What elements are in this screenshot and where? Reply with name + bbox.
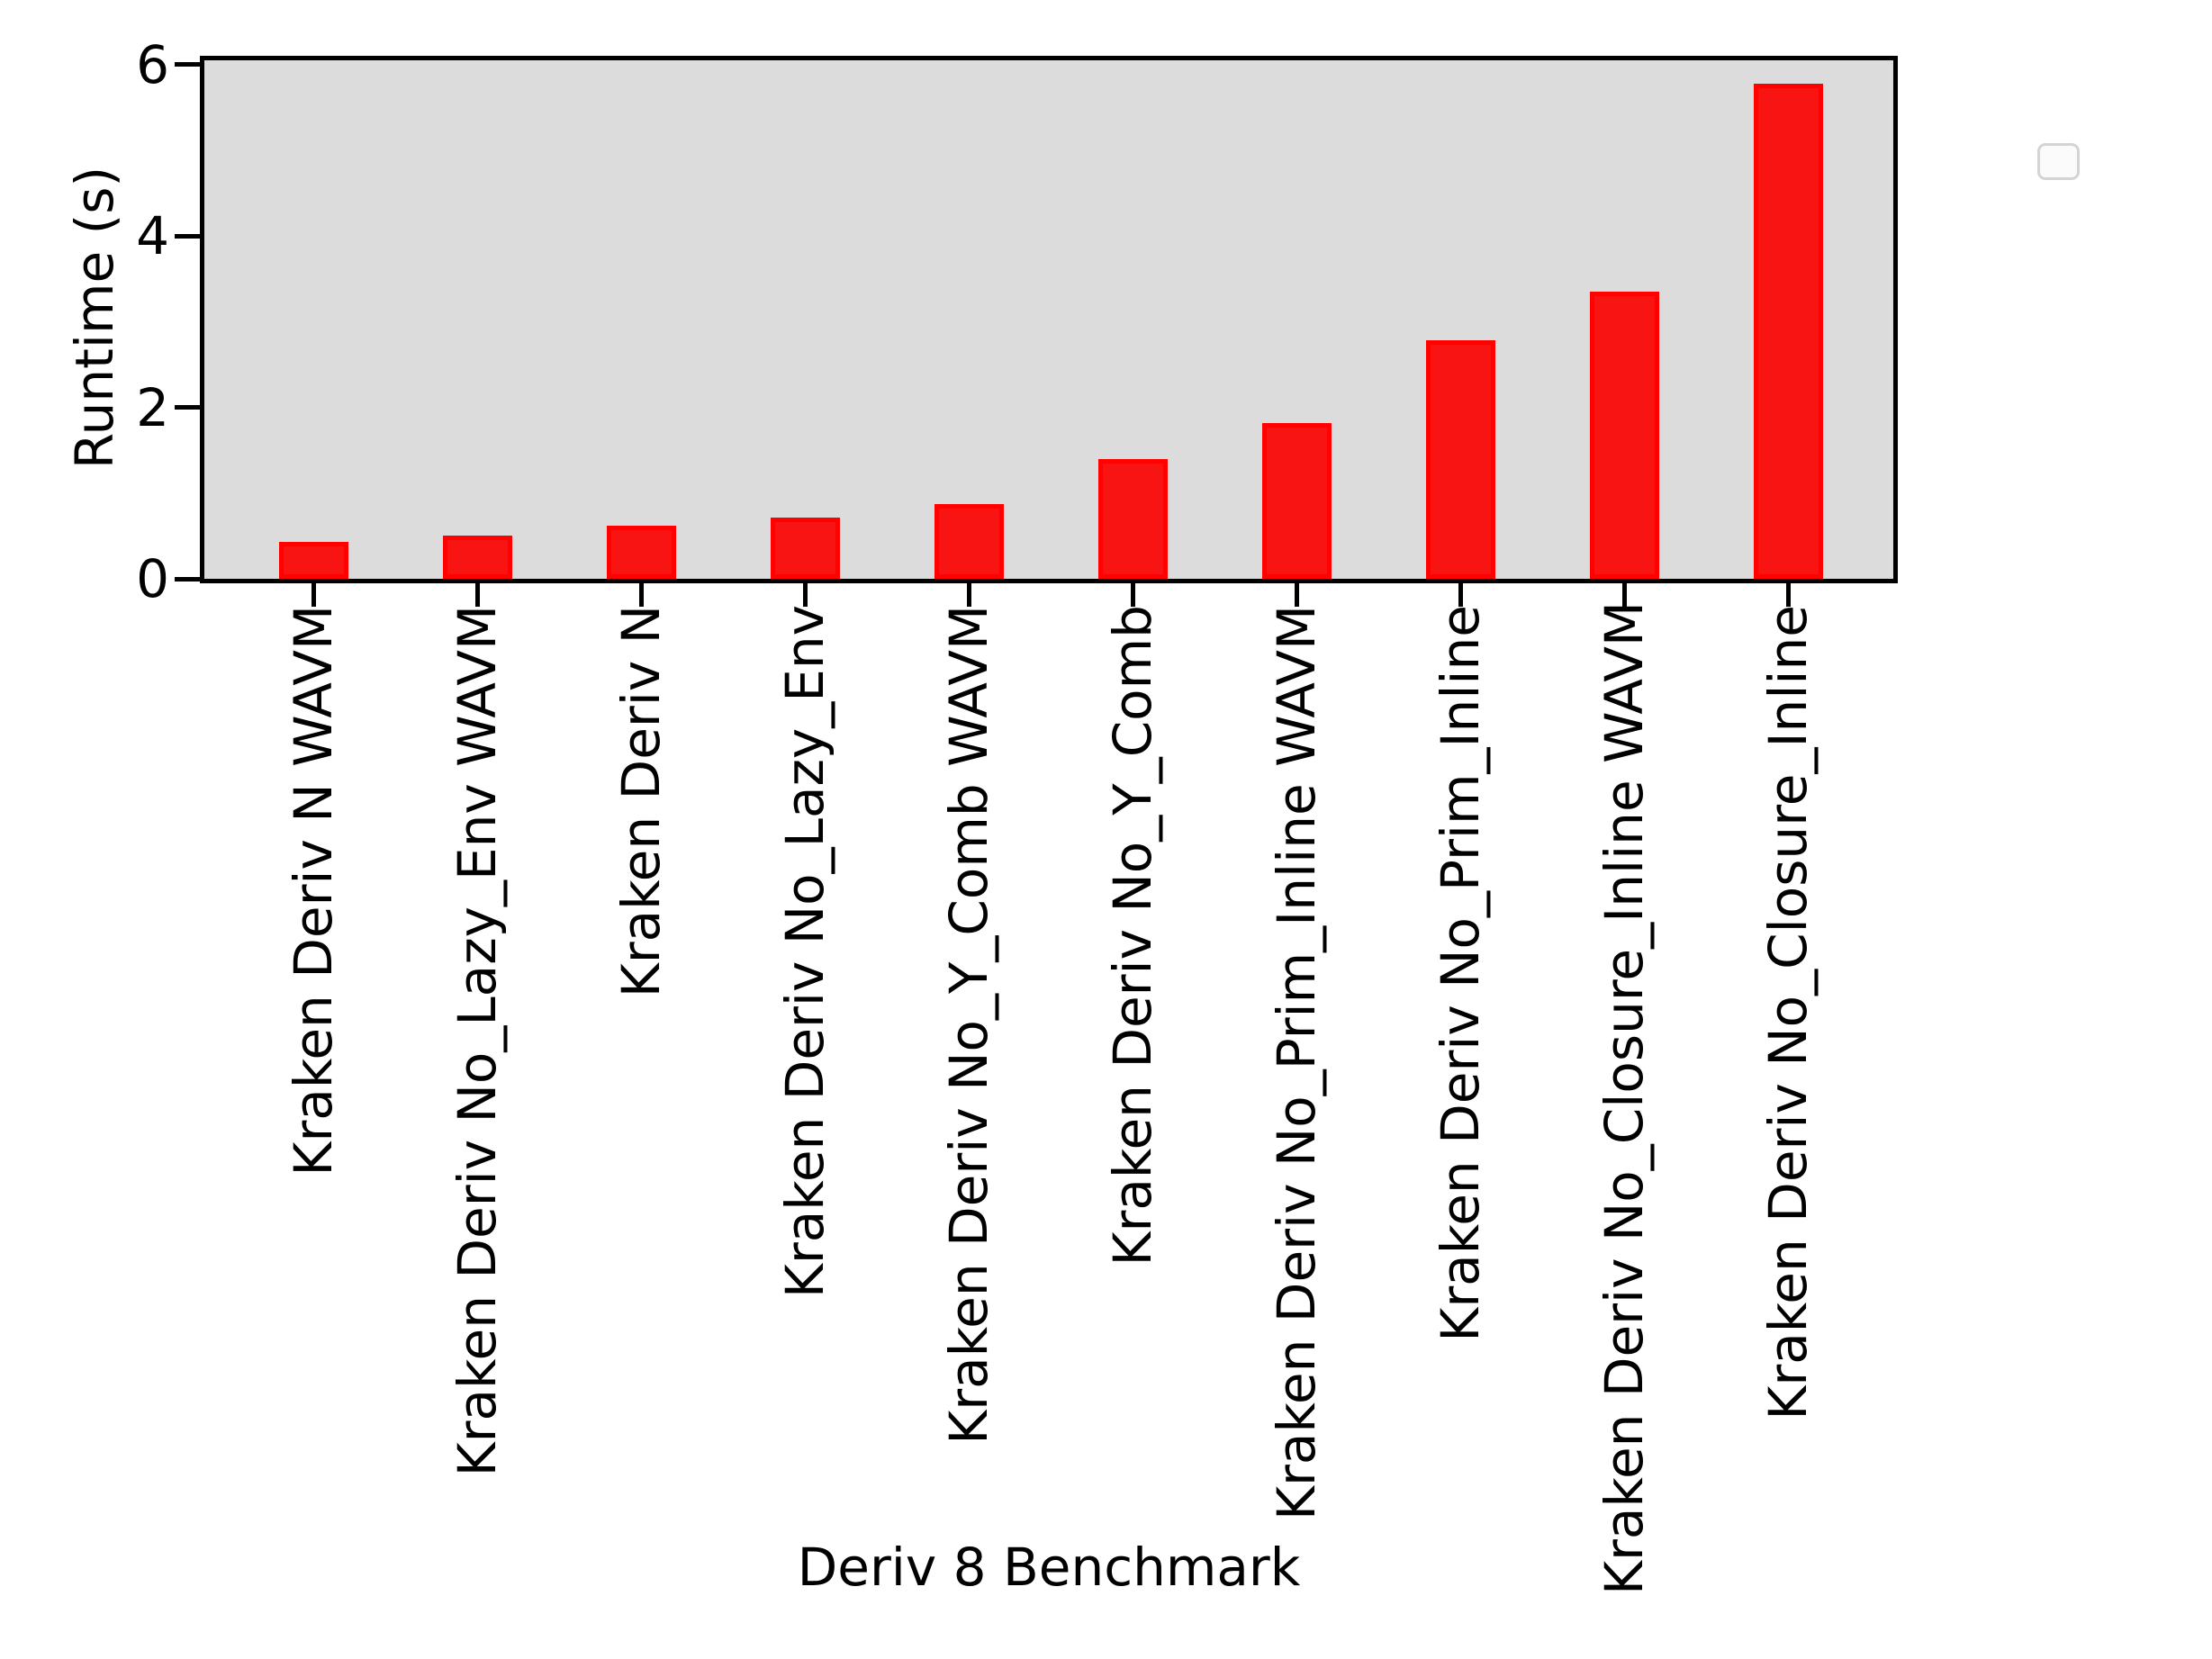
plot-area [200, 56, 2080, 583]
bar-10 [1753, 84, 1823, 579]
bar-7 [1261, 423, 1332, 579]
x-tick-4 [802, 583, 808, 607]
x-tick-label-8: Kraken Deriv No_Prim_Inline [1430, 605, 1491, 1342]
y-tick-2 [175, 405, 201, 410]
y-tick-0 [175, 576, 201, 582]
x-tick-3 [638, 583, 644, 607]
x-tick-8 [1458, 583, 1463, 607]
x-tick-label-2: Kraken Deriv No_Lazy_Env WAVM [447, 605, 508, 1477]
x-tick-6 [1130, 583, 1135, 607]
x-tick-label-6: Kraken Deriv No_Y_Comb [1102, 605, 1163, 1267]
x-tick-9 [1621, 583, 1627, 607]
y-tick-4 [175, 233, 201, 239]
x-tick-10 [1785, 583, 1791, 607]
x-tick-label-9: Kraken Deriv No_Closure_Inline WAVM [1594, 601, 1655, 1595]
y-tick-label-2: 2 [136, 376, 169, 438]
x-tick-label-3: Kraken Deriv N [610, 605, 672, 998]
bar-9 [1589, 292, 1659, 579]
x-tick-7 [1294, 583, 1299, 607]
y-axis-label: Runtime (s) [64, 166, 125, 470]
x-tick-label-1: Kraken Deriv N WAVM [283, 605, 344, 1177]
x-tick-5 [966, 583, 971, 607]
y-tick-label-4: 4 [136, 205, 169, 267]
bar-4 [770, 518, 840, 579]
bar-1 [278, 542, 348, 579]
bar-2 [442, 536, 512, 579]
bar-8 [1425, 340, 1495, 579]
y-tick-label-0: 0 [136, 548, 169, 609]
bar-3 [606, 526, 676, 579]
x-tick-2 [474, 583, 480, 607]
x-axis-label: Deriv 8 Benchmark [797, 1537, 1301, 1598]
bar-5 [934, 504, 1004, 579]
bar-6 [1097, 459, 1168, 579]
x-tick-label-10: Kraken Deriv No_Closure_Inline [1757, 605, 1819, 1420]
y-tick-6 [175, 62, 201, 68]
x-tick-1 [311, 583, 316, 607]
legend-box [2037, 143, 2080, 180]
x-tick-label-5: Kraken Deriv No_Y_Comb WAVM [938, 605, 999, 1445]
x-tick-label-7: Kraken Deriv No_Prim_Inline WAVM [1266, 605, 1327, 1521]
x-tick-label-4: Kraken Deriv No_Lazy_Env [774, 605, 835, 1299]
y-tick-label-6: 6 [136, 33, 169, 95]
